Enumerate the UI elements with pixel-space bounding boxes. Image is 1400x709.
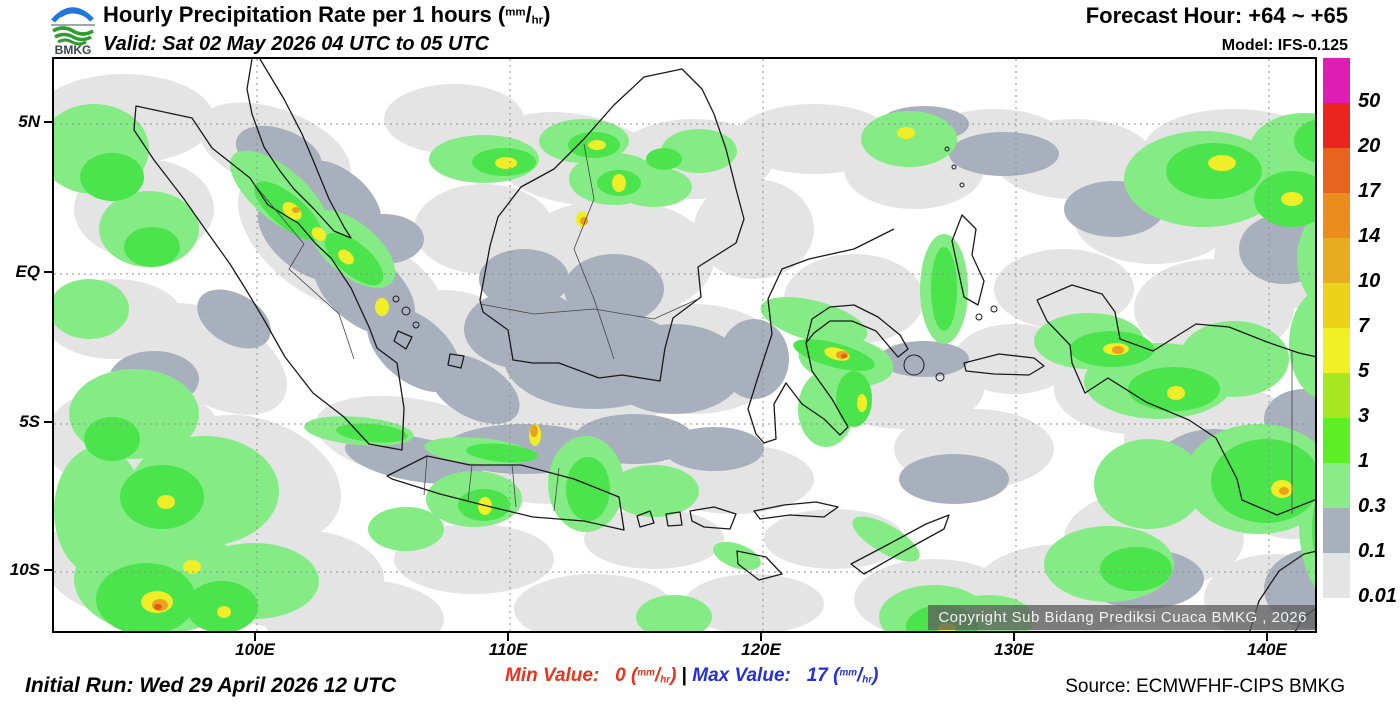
min-number: 0 [615,665,632,686]
rain-1 [80,119,1315,631]
x-tick-label: 120E [741,640,781,659]
legend-segment [1323,58,1350,103]
unit-slash: / [525,2,532,27]
unit-close: ) [670,665,677,686]
legend-value-label: 1 [1358,450,1370,472]
logo-wave2-icon [54,32,92,42]
legend-segment [1323,193,1350,238]
title-unit: (mm/hr) [498,2,551,27]
rain-14 [154,354,847,610]
title-text: Hourly Precipitation Rate per 1 hours [103,2,498,27]
source-credit: Source: ECMWFHF-CIPS BMKG [1065,676,1345,697]
max-label: Max Value: [692,665,791,686]
legend-segment [1323,238,1350,283]
legend-segment [1323,418,1350,463]
x-tick [760,633,762,641]
initial-run: Initial Run: Wed 29 April 2026 12 UTC [25,674,397,697]
unit-open: ( [833,665,840,686]
page-title: Hourly Precipitation Rate per 1 hours (m… [103,2,550,28]
y-tick [44,569,53,571]
max-unit: (mm/hr) [833,665,878,686]
logo-cloud-inner-icon [59,10,86,18]
graticule [54,59,1315,631]
legend-segment [1323,373,1350,418]
legend-value-label: 7 [1358,315,1370,337]
x-tick [507,633,509,641]
legend-segment [1323,103,1350,148]
min-unit: (mm/hr) [631,665,676,686]
forecast-block: Forecast Hour: +64 ~ +65 Model: IFS-0.12… [1086,3,1348,55]
legend-value-label: 3 [1358,405,1370,427]
unit-denominator: hr [862,674,873,686]
legend-value-label: 10 [1358,270,1381,292]
legend-colorbar [1323,58,1350,598]
admin-borders [253,143,1293,514]
logo-cloud-icon [51,7,94,23]
model-name: Model: IFS-0.125 [1221,37,1348,54]
min-label: Min Value: [505,665,600,686]
unit-denominator: hr [531,14,544,27]
unit-open: ( [497,2,506,27]
islets [392,146,998,382]
unit-denominator: hr [660,674,671,686]
legend-value-label: 20 [1358,135,1381,157]
bmkg-logo: BMKG [51,7,95,55]
unit-slash: / [857,665,863,686]
min-value: Min Value: 0 (mm/hr) [505,665,676,686]
x-tick-label: 140E [1247,640,1287,659]
map-svg [54,59,1315,631]
max-number: 17 [806,665,834,686]
unit-slash: / [654,665,661,686]
legend-segment [1323,553,1350,598]
y-tick-label: 10S [9,560,40,579]
forecast-hour: Forecast Hour: +64 ~ +65 [1085,3,1348,28]
title-block: Hourly Precipitation Rate per 1 hours (m… [103,2,550,56]
y-tick [44,421,53,423]
unit-close: ) [872,665,879,686]
legend-segment [1323,148,1350,193]
logo-wave3-icon [57,38,87,46]
legend-segment [1323,328,1350,373]
y-tick [44,271,53,273]
y-tick [44,121,53,123]
unit-numerator: mm [839,667,857,679]
map-copyright: Copyright Sub Bidang Prediksi Cuaca BMKG… [928,605,1315,630]
legend-value-label: 0.1 [1358,540,1386,562]
legend-value-label: 0.3 [1358,495,1386,517]
logo-text: BMKG [55,43,92,55]
y-tick-label: EQ [15,262,40,281]
unit-close: ) [543,2,551,27]
unit-open: ( [631,665,638,686]
x-tick-label: 110E [488,640,528,659]
valid-time: Valid: Sat 02 May 2026 04 UTC to 05 UTC [103,33,490,55]
legend-segment [1323,508,1350,553]
unit-numerator: mm [505,6,526,19]
x-tick [1266,633,1268,641]
precipitation-map: Copyright Sub Bidang Prediksi Cuaca BMKG… [52,57,1317,633]
minmax-separator: | [681,665,687,686]
unit-numerator: mm [637,667,655,679]
legend-value-label: 0.01 [1358,585,1397,607]
legend-segment [1323,463,1350,508]
y-tick-label: 5S [19,412,40,431]
coastlines [133,59,1315,631]
max-value: Max Value: 17 (mm/hr) [692,665,878,686]
x-tick-label: 100E [235,640,275,659]
logo-horizon [51,24,95,26]
y-tick-label: 5N [18,112,40,131]
logo-wave-icon [52,26,94,36]
legend-value-label: 17 [1358,180,1381,202]
x-tick [1013,633,1015,641]
legend-value-label: 14 [1358,225,1381,247]
legend-value-label: 5 [1358,360,1370,382]
x-tick-label: 130E [994,640,1034,659]
legend-segment [1323,283,1350,328]
minmax-line: Min Value: 0 (mm/hr) | Max Value: 17 (mm… [505,665,878,687]
x-tick [254,633,256,641]
legend-value-label: 50 [1358,90,1381,112]
